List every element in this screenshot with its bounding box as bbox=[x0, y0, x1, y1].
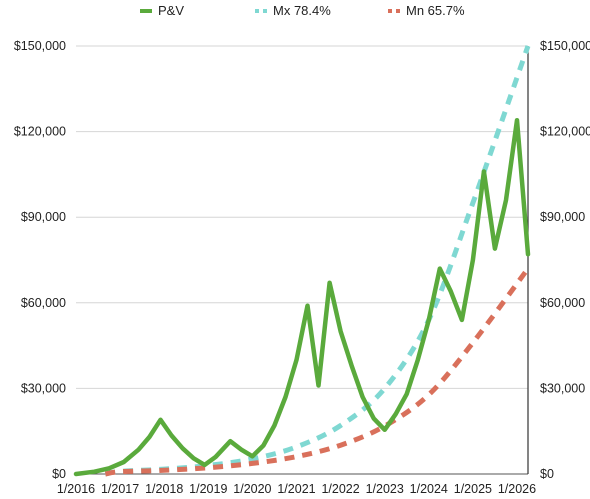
x-tick-label: 1/2017 bbox=[101, 482, 139, 496]
x-tick-label: 1/2016 bbox=[57, 482, 95, 496]
y-tick-label-right: $0 bbox=[540, 467, 554, 481]
tick-labels: $0 $0 $30,000 $30,000 $60,000 $60,000 $90,000 $… bbox=[14, 39, 590, 496]
y-tick-label-right: $90,000 bbox=[540, 210, 585, 224]
x-tick-label: 1/2020 bbox=[233, 482, 271, 496]
legend-label: Mx 78.4% bbox=[273, 3, 331, 18]
y-tick-label-left: $30,000 bbox=[21, 381, 66, 395]
y-tick-label-left: $60,000 bbox=[21, 296, 66, 310]
y-tick-label-right: $120,000 bbox=[540, 125, 590, 139]
y-tick-label-right: $30,000 bbox=[540, 381, 585, 395]
x-tick-label: 1/2026 bbox=[498, 482, 536, 496]
x-tick-label: 1/2019 bbox=[189, 482, 227, 496]
legend-label: Mn 65.7% bbox=[406, 3, 465, 18]
x-tick-label: 1/2018 bbox=[145, 482, 183, 496]
series-lines bbox=[73, 45, 531, 477]
series-line-0 bbox=[73, 117, 531, 477]
x-tick-label: 1/2024 bbox=[410, 482, 448, 496]
y-tick-label-left: $150,000 bbox=[14, 39, 66, 53]
y-tick-label-left: $0 bbox=[52, 467, 66, 481]
legend-label: P&V bbox=[158, 3, 184, 18]
grid-lines bbox=[76, 45, 528, 475]
x-tick-label: 1/2022 bbox=[321, 482, 359, 496]
y-tick-label-right: $150,000 bbox=[540, 39, 590, 53]
y-tick-label-left: $120,000 bbox=[14, 125, 66, 139]
series-line-1 bbox=[104, 45, 531, 477]
x-tick-label: 1/2021 bbox=[277, 482, 315, 496]
legend: P&V Mx 78.4% Mn 65.7% bbox=[140, 3, 465, 18]
axes bbox=[76, 46, 529, 475]
x-tick-label: 1/2023 bbox=[366, 482, 404, 496]
x-tick-label: 1/2025 bbox=[454, 482, 492, 496]
y-tick-label-right: $60,000 bbox=[540, 296, 585, 310]
y-tick-label-left: $90,000 bbox=[21, 210, 66, 224]
